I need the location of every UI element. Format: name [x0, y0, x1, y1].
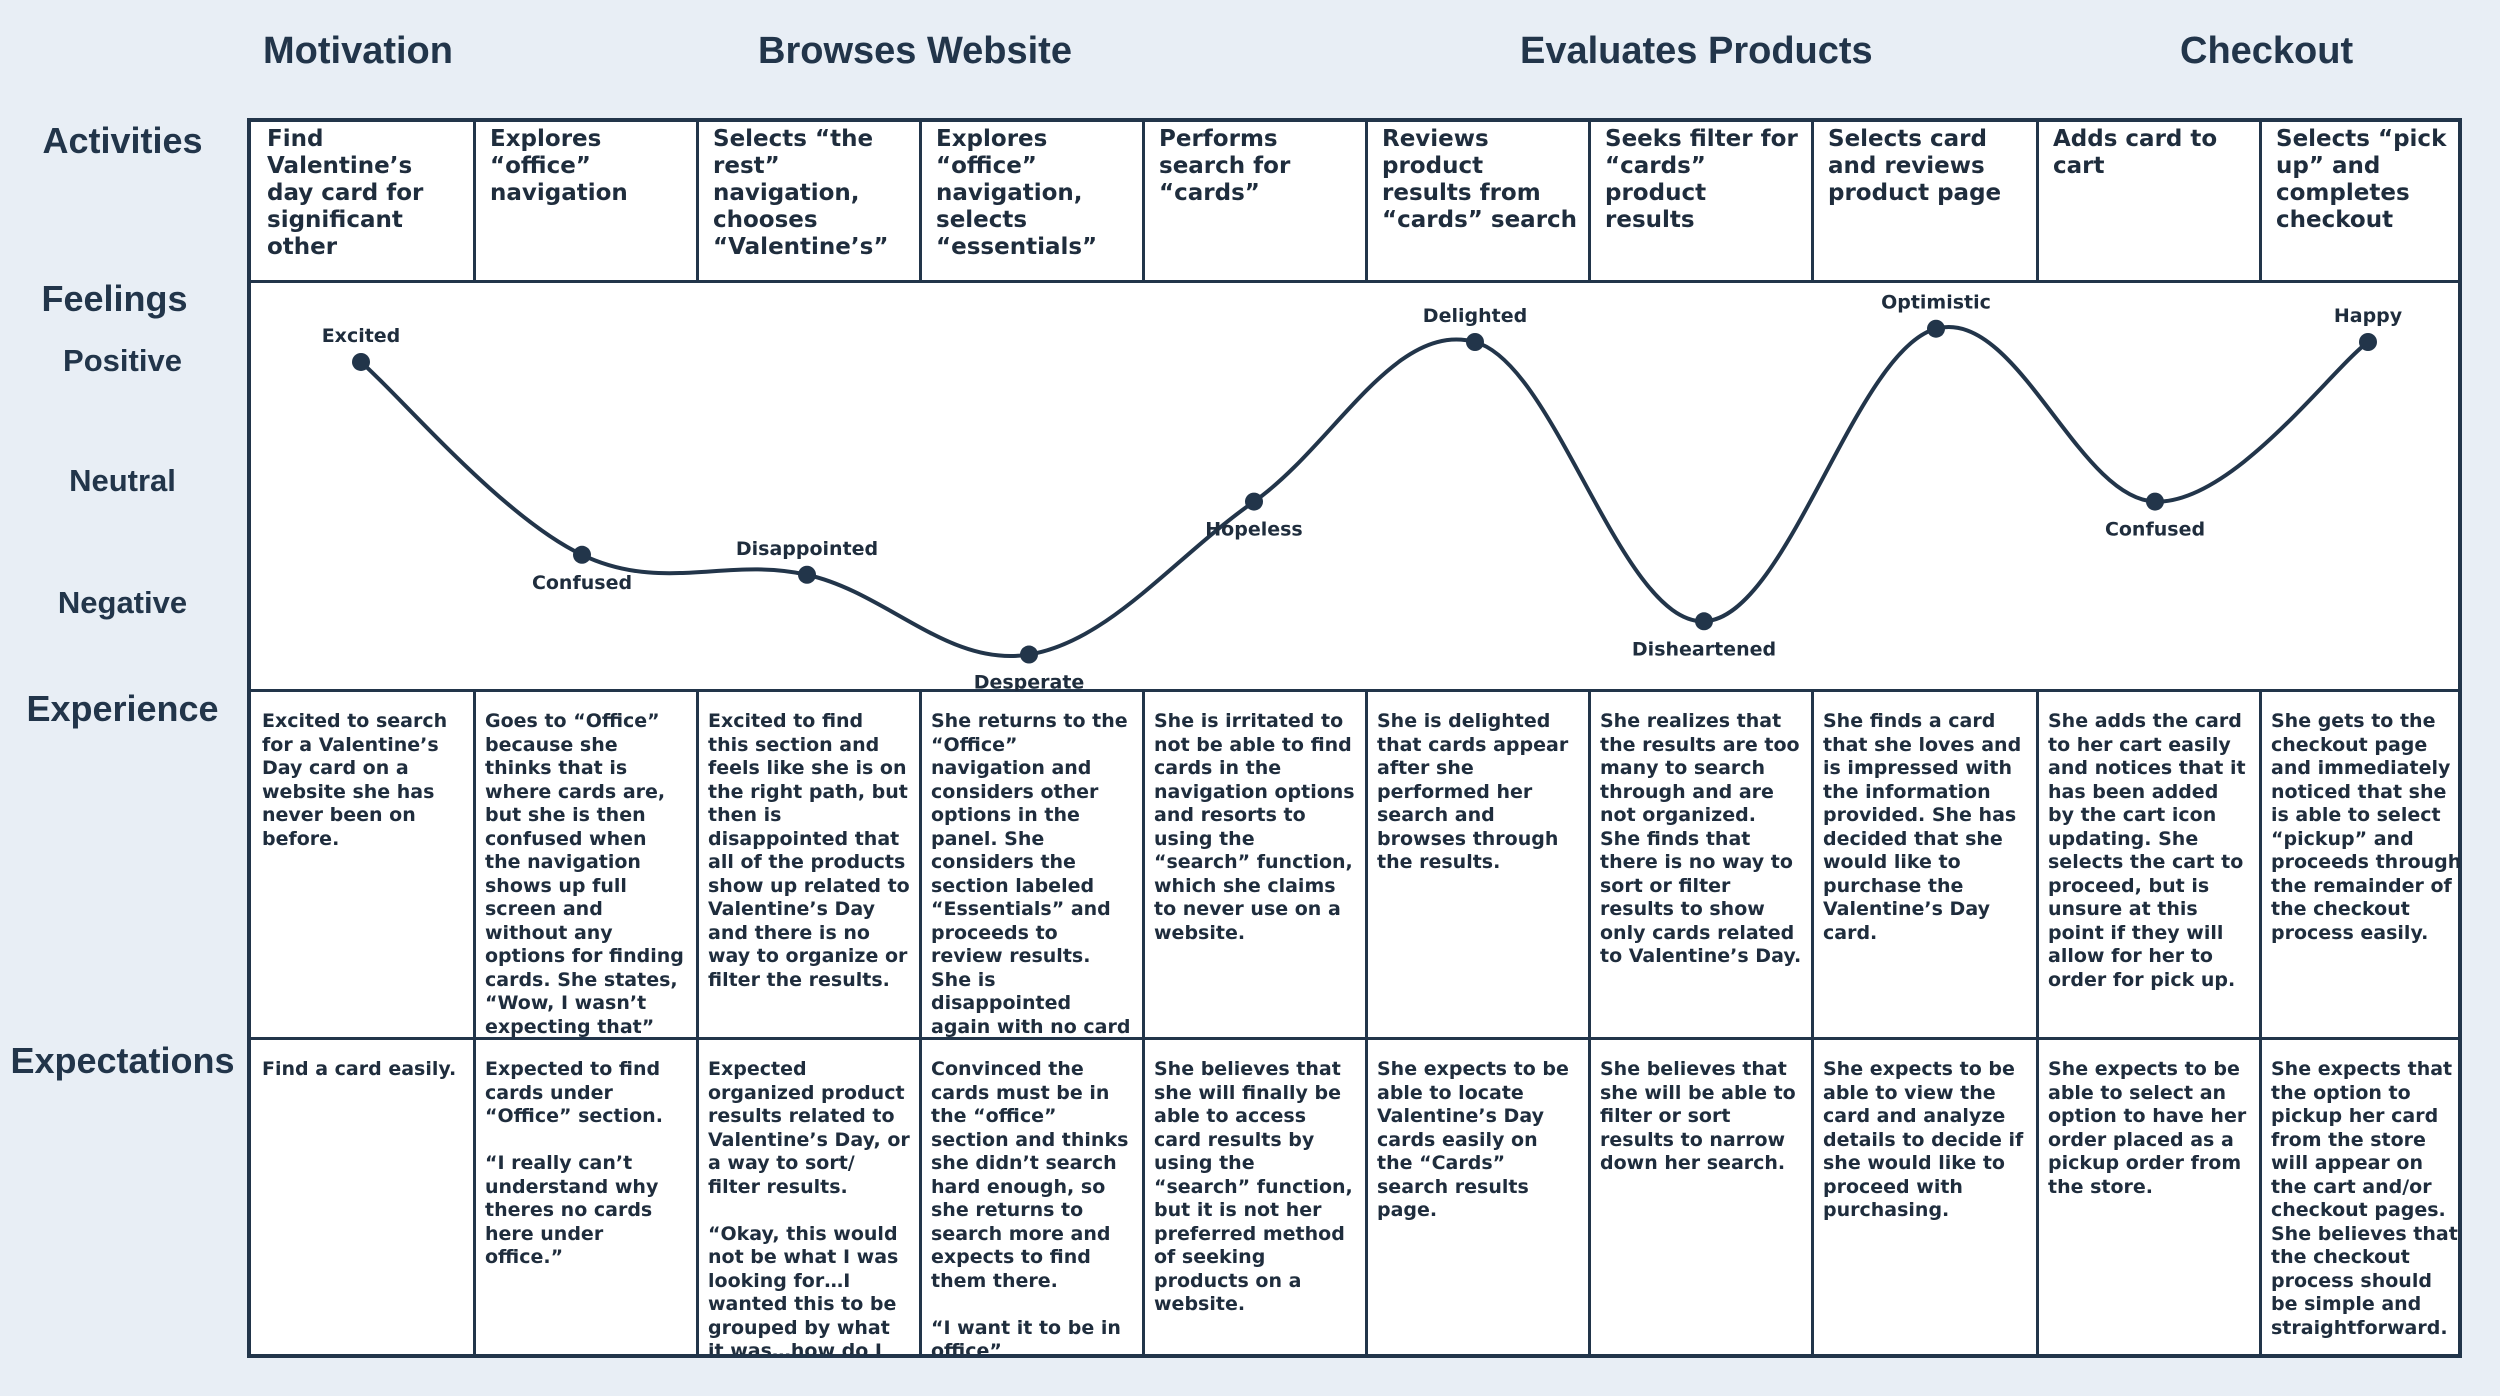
expectation-cell: She expects to be able to select an opti… — [2048, 1058, 2247, 1198]
row-label-feelings: Feelings — [41, 278, 188, 319]
feeling-point — [1245, 492, 1263, 511]
column-divider — [2036, 689, 2039, 1358]
activity-cell: Adds card to cart — [2053, 126, 2218, 179]
row-label-experience: Experience — [26, 688, 219, 729]
expectation-cell: She expects that the option to pickup he… — [2271, 1058, 2458, 1339]
activity-cell: Explores “office” navigation — [490, 126, 628, 206]
feeling-point — [798, 565, 816, 584]
column-divider — [1365, 689, 1368, 1358]
experience-cell: She realizes that the results are too ma… — [1600, 710, 1802, 967]
feeling-label: Excited — [322, 325, 401, 347]
phase-browses-website: Browses Website — [758, 30, 1072, 72]
column-divider — [1588, 689, 1591, 1358]
expectation-cell: Convinced the cards must be in the “offi… — [931, 1058, 1129, 1354]
feeling-point — [1927, 319, 1945, 338]
activity-cell: Seeks filter for “cards” product results — [1605, 126, 1798, 233]
feeling-label: Optimistic — [1881, 292, 1991, 314]
experience-cell: She is delighted that cards appear after… — [1377, 710, 1569, 873]
experience-cell: She finds a card that she loves and is i… — [1823, 710, 2022, 944]
feeling-label: Happy — [2334, 305, 2403, 327]
experience-cell: Excited to search for a Valentine’s Day … — [262, 710, 448, 850]
column-divider — [1811, 689, 1814, 1358]
activity-cell: Explores “office” navigation, selects “e… — [936, 126, 1098, 260]
feeling-label: Disappointed — [736, 538, 878, 560]
feeling-label: Disheartened — [1632, 638, 1776, 660]
activity-cell: Performs search for “cards” — [1159, 126, 1291, 206]
feeling-point — [2146, 492, 2164, 511]
column-divider — [696, 122, 699, 280]
activity-cell: Selects “pick up” and completes checkout — [2276, 126, 2447, 233]
experience-cell: She returns to the “Office” navigation a… — [931, 710, 1131, 1037]
activity-cell: Selects card and reviews product page — [1828, 126, 2002, 206]
column-divider — [2036, 122, 2039, 280]
feeling-label: Delighted — [1423, 305, 1527, 327]
feeling-point — [2359, 333, 2377, 351]
row-label-expectations: Expectations — [10, 1040, 235, 1081]
column-divider — [696, 689, 699, 1358]
expectation-cell: She expects to be able to locate Valenti… — [1377, 1058, 1569, 1221]
feeling-point — [1020, 645, 1038, 664]
feeling-label: Desperate — [974, 672, 1085, 691]
row-divider-activities — [251, 280, 2458, 283]
expectation-cell: Expected to find cards under “Office” se… — [485, 1058, 663, 1268]
experience-cell: She gets to the checkout page and immedi… — [2271, 710, 2462, 944]
column-divider — [473, 689, 476, 1358]
feeling-label: Confused — [2105, 519, 2205, 541]
row-divider-feelings — [251, 689, 2458, 692]
expectation-cell: Find a card easily. — [262, 1058, 457, 1080]
phase-motivation: Motivation — [263, 30, 453, 72]
expectation-cell: She believes that she will be able to fi… — [1600, 1058, 1796, 1174]
column-divider — [1588, 122, 1591, 280]
experience-cell: Excited to find this section and feels l… — [708, 710, 910, 991]
feelings-line — [359, 325, 2370, 658]
feeling-point — [573, 545, 591, 564]
column-divider — [919, 689, 922, 1358]
scale-negative: Negative — [57, 585, 188, 620]
row-divider-experience — [251, 1037, 2458, 1040]
feeling-point — [1466, 333, 1484, 351]
column-divider — [1142, 122, 1145, 280]
column-divider — [2259, 689, 2262, 1358]
phase-evaluates-products: Evaluates Products — [1520, 30, 1873, 72]
column-divider — [1142, 689, 1145, 1358]
column-divider — [1365, 122, 1368, 280]
phase-checkout: Checkout — [2180, 30, 2354, 72]
activity-cell: Selects “the rest” navigation, chooses “… — [713, 126, 889, 260]
feeling-label: Confused — [532, 572, 632, 594]
experience-cell: She adds the card to her cart easily and… — [2048, 710, 2246, 991]
feeling-point — [1695, 612, 1713, 631]
feelings-curve-chart: Excited Confused Disappointed Desperate Hope… — [322, 292, 2403, 691]
column-divider — [2259, 122, 2262, 280]
activity-cell: Reviews product results from “cards” sea… — [1382, 126, 1578, 233]
feeling-point — [352, 352, 370, 371]
column-divider — [919, 122, 922, 280]
expectation-cell: She expects to be able to view the card … — [1823, 1058, 2024, 1221]
journey-map-grid: Excited Confused Disappointed Desperate Hope… — [247, 118, 2462, 1358]
column-divider — [473, 122, 476, 280]
feeling-label: Hopeless — [1205, 519, 1302, 541]
column-divider — [1811, 122, 1814, 280]
expectation-cell: She believes that she will finally be ab… — [1154, 1058, 1353, 1315]
experience-cell: Goes to “Office” because she thinks that… — [485, 710, 684, 1037]
row-label-activities: Activities — [42, 120, 203, 161]
scale-positive: Positive — [63, 343, 182, 378]
experience-cell: She is irritated to not be able to find … — [1154, 710, 1355, 944]
scale-neutral: Neutral — [69, 463, 176, 498]
activity-cell: Find Valentine’s day card for significan… — [267, 126, 424, 260]
expectation-cell: Expected organized product results relat… — [708, 1058, 910, 1354]
